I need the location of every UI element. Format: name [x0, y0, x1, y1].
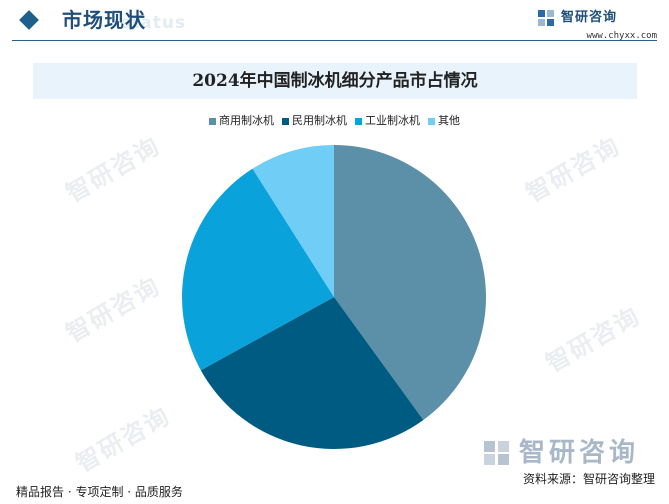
pie-slice-2 [200, 297, 424, 449]
page-header: status 市场现状 智研咨询 www.chyxx.com [0, 0, 669, 46]
legend-label: 工业制冰机 [365, 114, 420, 127]
brand-url: www.chyxx.com [586, 31, 657, 41]
brand-watermark-icon [484, 441, 509, 465]
pie-slice-4 [252, 145, 334, 297]
legend-label: 民用制冰机 [292, 114, 347, 127]
brand-logo-icon [538, 10, 554, 26]
chart-title: 2024年中国制冰机细分产品市占情况 [192, 71, 478, 91]
section-title: 市场现状 [62, 8, 146, 32]
brand-watermark: 智研咨询 [483, 437, 653, 469]
pie-slice-3 [182, 168, 334, 371]
source-note: 资料来源：智研咨询整理 [522, 472, 655, 486]
legend-label: 商用制冰机 [219, 114, 274, 127]
legend-swatch [282, 117, 289, 125]
header-divider [12, 40, 657, 41]
legend-label: 其他 [438, 114, 460, 127]
legend-swatch [209, 117, 216, 125]
legend-swatch [428, 117, 435, 125]
section-ghost-text: status [120, 13, 187, 33]
brand-logo: 智研咨询 www.chyxx.com [537, 8, 657, 41]
chart-title-band: 2024年中国制冰机细分产品市占情况 [33, 63, 637, 99]
chart-legend: 商用制冰机 民用制冰机 工业制冰机 其他 [0, 113, 669, 129]
legend-item: 其他 [428, 113, 460, 129]
legend-item: 工业制冰机 [355, 113, 420, 129]
brand-watermark-text: 智研咨询 [519, 438, 640, 468]
legend-item: 商用制冰机 [209, 113, 274, 129]
pie-slice-1 [334, 145, 487, 420]
brand-name: 智研咨询 [561, 10, 618, 25]
footer-slogan: 精品报告 · 专项定制 · 品质服务 [16, 485, 183, 499]
legend-item: 民用制冰机 [282, 113, 347, 129]
legend-swatch [355, 117, 362, 125]
